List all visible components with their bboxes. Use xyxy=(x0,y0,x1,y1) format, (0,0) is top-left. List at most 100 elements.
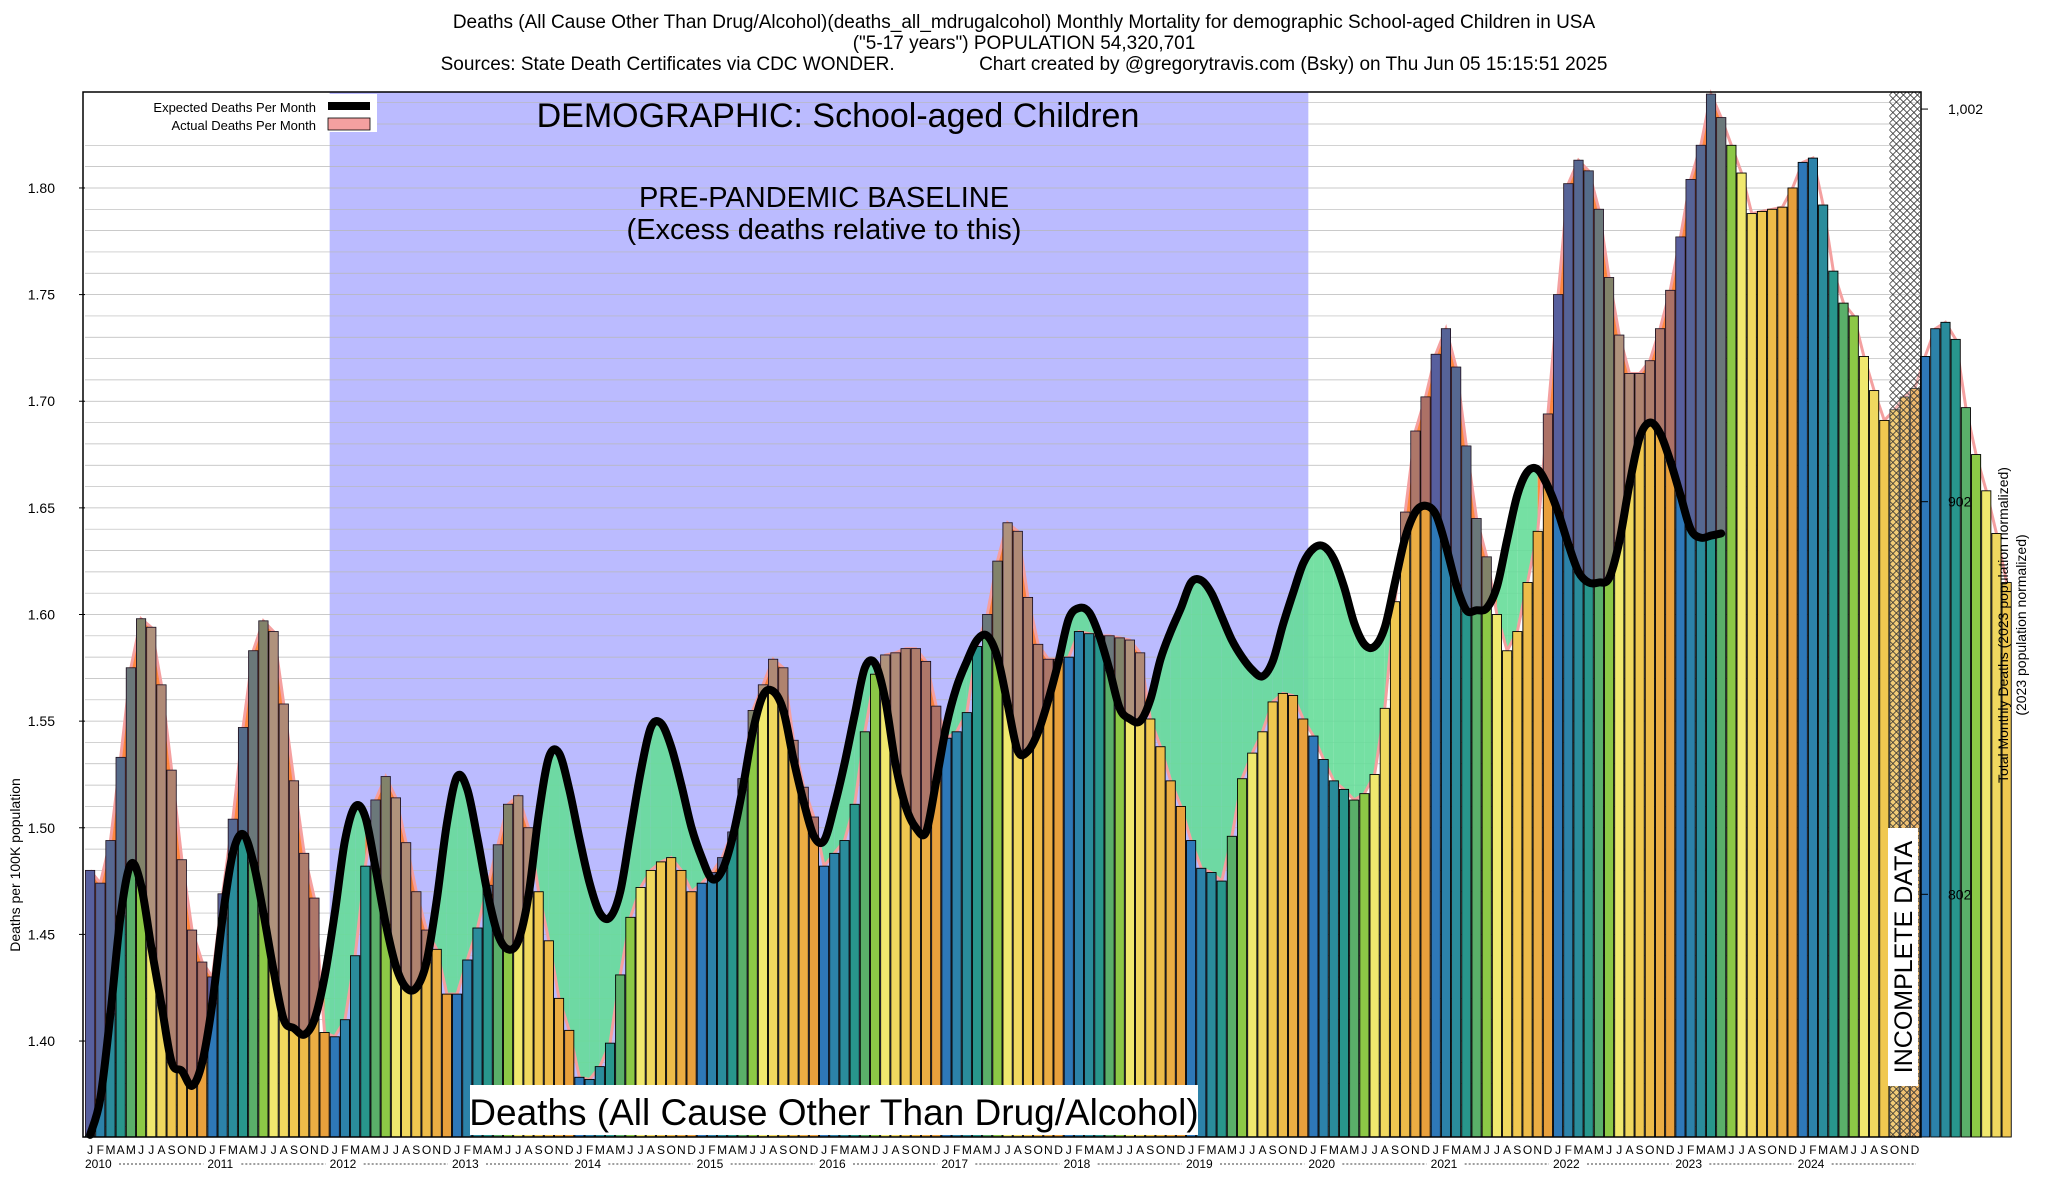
hatch xyxy=(1889,267,1920,299)
excess-portion xyxy=(411,891,421,988)
month-tick-label: A xyxy=(851,1143,859,1157)
hatch xyxy=(1889,577,1920,609)
bar xyxy=(360,865,371,1138)
year-tick-label: 2012 xyxy=(330,1157,357,1171)
year-tick-label: 2021 xyxy=(1431,1157,1458,1171)
hatch xyxy=(1889,162,1920,194)
month-tick-label: M xyxy=(371,1143,381,1157)
hatch xyxy=(1889,316,1920,348)
hatch xyxy=(1889,344,1920,376)
month-tick-label: O xyxy=(1890,1143,1899,1157)
hatch xyxy=(1889,330,1920,362)
month-tick-label: O xyxy=(667,1143,676,1157)
hatch xyxy=(1889,134,1920,166)
hatch xyxy=(1889,206,1920,238)
month-tick-label: A xyxy=(239,1143,247,1157)
hatch xyxy=(1889,1180,1920,1200)
month-tick-label: D xyxy=(932,1143,941,1157)
month-tick-label: N xyxy=(1533,1143,1542,1157)
excess-portion xyxy=(187,930,197,1086)
excess-portion xyxy=(1043,659,1053,700)
hatch xyxy=(1889,645,1920,677)
month-tick-label: M xyxy=(228,1143,238,1157)
month-tick-label: F xyxy=(219,1143,226,1157)
month-tick-label: M xyxy=(839,1143,849,1157)
month-tick-label: J xyxy=(1484,1143,1490,1157)
hatch xyxy=(1889,407,1920,439)
excess-portion xyxy=(982,614,992,636)
bar xyxy=(1960,407,1971,1138)
baseline-sublabel: (Excess deaths relative to this) xyxy=(627,214,1022,246)
hatch xyxy=(1889,633,1920,665)
month-tick-label: N xyxy=(1656,1143,1665,1157)
hatch xyxy=(1889,220,1920,252)
month-tick-label: S xyxy=(1880,1143,1888,1157)
month-tick-label: S xyxy=(657,1143,665,1157)
gap-fill xyxy=(1374,627,1385,775)
bar xyxy=(1308,735,1319,1138)
hatch xyxy=(1889,708,1920,740)
excess-portion xyxy=(493,844,503,935)
excess-portion xyxy=(136,618,146,886)
gap-fill xyxy=(1344,586,1355,801)
bar xyxy=(1338,788,1350,1138)
hatch xyxy=(1889,626,1920,658)
hatch xyxy=(1889,269,1920,301)
month-tick-label: N xyxy=(1289,1143,1298,1157)
hatch xyxy=(1889,157,1920,189)
excess-portion xyxy=(992,561,1002,658)
bar xyxy=(941,737,952,1138)
hatch xyxy=(1889,241,1920,273)
month-tick-label: D xyxy=(443,1143,452,1157)
month-tick-label: N xyxy=(188,1143,197,1157)
hatch xyxy=(1889,232,1920,264)
right-tick-label: 802 xyxy=(1948,886,1972,902)
hatch xyxy=(1889,701,1920,733)
month-tick-label: A xyxy=(1585,1143,1593,1157)
hatch xyxy=(1889,442,1920,474)
month-tick-label: S xyxy=(1146,1143,1154,1157)
hatch xyxy=(1889,1173,1920,1200)
month-tick-label: M xyxy=(982,1143,992,1157)
hatch xyxy=(1889,309,1920,341)
hatch xyxy=(1889,673,1920,705)
month-tick-label: A xyxy=(973,1143,981,1157)
hatch xyxy=(1889,388,1920,420)
bar xyxy=(1940,321,1951,1138)
bar xyxy=(1287,695,1299,1138)
hatch xyxy=(1889,715,1920,747)
month-tick-label: J xyxy=(1433,1143,1439,1157)
month-tick-label: O xyxy=(1156,1143,1165,1157)
hatch xyxy=(1889,416,1920,448)
excess-portion xyxy=(1125,640,1135,719)
hatch xyxy=(1889,514,1920,546)
gap-fill xyxy=(1242,657,1253,779)
month-tick-label: A xyxy=(1748,1143,1756,1157)
hatch xyxy=(1889,92,1900,103)
bar xyxy=(1522,582,1533,1138)
hatch xyxy=(1889,757,1920,789)
month-tick-label: M xyxy=(1472,1143,1482,1157)
hatch xyxy=(1889,318,1920,350)
excess-portion xyxy=(1573,160,1584,572)
hatch xyxy=(1889,500,1920,532)
hatch xyxy=(1889,246,1920,278)
bar xyxy=(1145,718,1156,1138)
gap-fill xyxy=(579,838,590,1080)
bar xyxy=(1930,328,1941,1138)
month-tick-label: M xyxy=(1206,1143,1216,1157)
hatch xyxy=(1889,325,1920,357)
excess-portion xyxy=(1543,414,1553,487)
hatch xyxy=(1889,801,1920,833)
hatch xyxy=(1889,759,1920,791)
bar xyxy=(768,658,779,1138)
month-tick-label: J xyxy=(1239,1143,1245,1157)
y-tick-label: 1.60 xyxy=(28,607,55,623)
month-tick-label: J xyxy=(821,1143,827,1157)
month-tick-label: A xyxy=(484,1143,492,1157)
month-tick-label: M xyxy=(1349,1143,1359,1157)
month-tick-label: O xyxy=(422,1143,431,1157)
hatch xyxy=(1889,113,1920,145)
hatch xyxy=(1889,428,1920,460)
month-tick-label: S xyxy=(1269,1143,1277,1157)
